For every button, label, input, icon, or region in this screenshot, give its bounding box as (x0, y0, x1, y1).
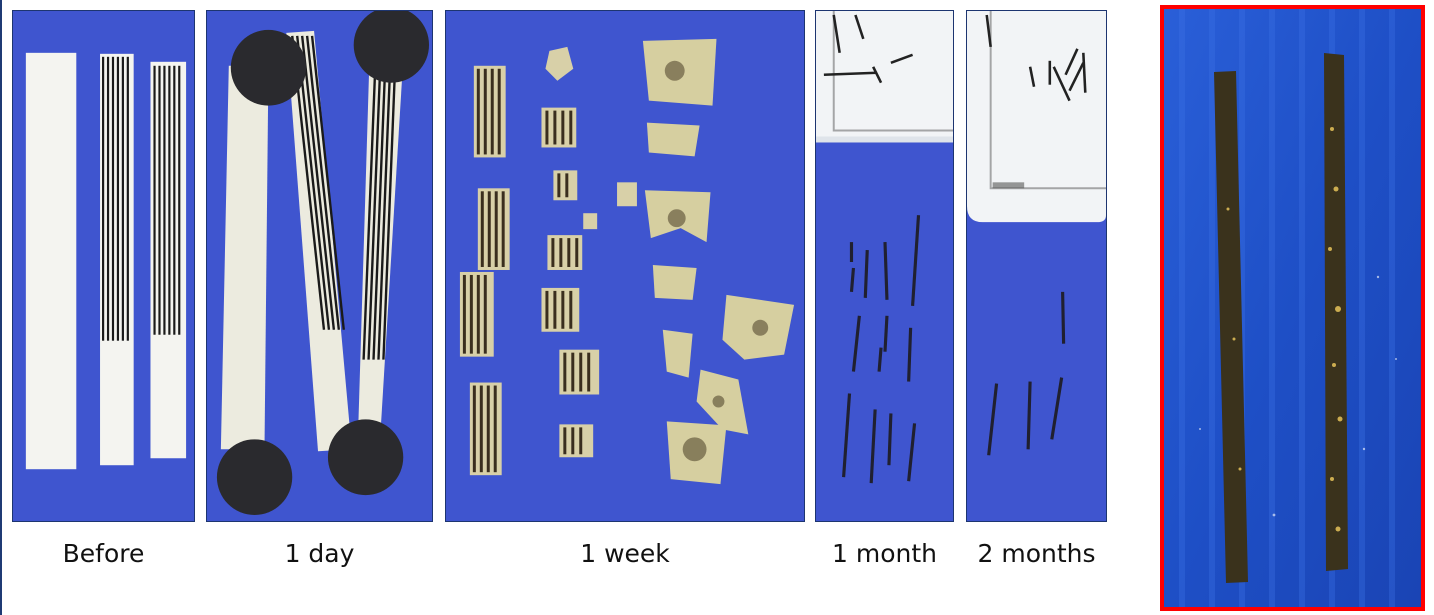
weight-disc (327, 419, 404, 496)
tray-fibers (985, 14, 1087, 102)
remaining-fibers (987, 291, 1066, 456)
panel-before (12, 10, 195, 522)
caption-before: Before (62, 539, 145, 568)
striped-fragments (459, 46, 637, 476)
weight-disc (230, 29, 307, 106)
weight-disc (216, 439, 293, 516)
panel-1-week (445, 10, 805, 522)
months2-image (967, 11, 1106, 521)
day1-image (207, 11, 432, 521)
month1-image (816, 11, 953, 521)
panel-1-day (206, 10, 433, 522)
white-tray (816, 11, 953, 141)
gold-strip-left (1214, 71, 1248, 583)
panel-2-months (966, 10, 1107, 522)
week1-image (446, 11, 804, 521)
gold-strips-photo (1164, 9, 1421, 607)
plain-strip (220, 65, 269, 450)
caption-1-month: 1 month (832, 539, 937, 568)
remaining-fibers (842, 215, 921, 484)
caption-1-day: 1 day (284, 539, 355, 568)
white-tray (967, 11, 1106, 223)
panel-1-month (815, 10, 954, 522)
caption-2-months: 2 months (977, 539, 1096, 568)
before-image (13, 11, 194, 521)
left-edge-line (0, 0, 2, 615)
tray-fibers (823, 14, 914, 84)
gold-strip-right (1324, 53, 1348, 571)
caption-1-week: 1 week (580, 539, 670, 568)
plain-strip (25, 52, 77, 470)
highlighted-photo (1160, 5, 1425, 611)
weight-disc (353, 11, 430, 83)
